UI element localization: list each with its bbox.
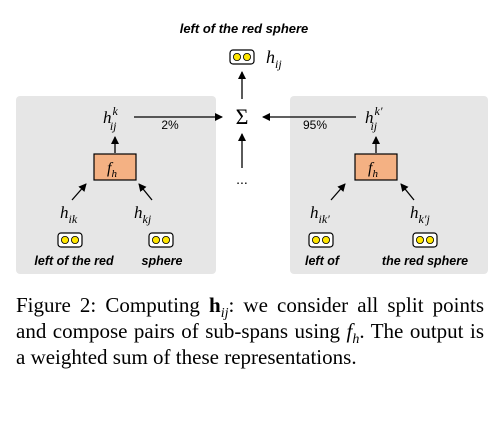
left-in-b-label: hkj bbox=[134, 203, 152, 226]
left-output-label: hk ij bbox=[103, 104, 119, 133]
caption-bold-h: h bbox=[209, 293, 221, 317]
caption-label: Figure 2: bbox=[16, 293, 97, 317]
top-vector-label: hij bbox=[266, 47, 282, 71]
top-phrase: left of the red sphere bbox=[180, 21, 309, 36]
left-in-a-label: hik bbox=[60, 203, 78, 226]
left-vector-b-icon bbox=[148, 232, 174, 248]
right-panel bbox=[290, 96, 488, 274]
left-arrow-b bbox=[138, 183, 153, 201]
right-arrow-a bbox=[330, 183, 346, 201]
right-output-label: hk′ ij bbox=[365, 104, 383, 133]
right-fn-label: fh bbox=[368, 160, 378, 180]
left-arrow-a bbox=[71, 183, 87, 201]
right-weight: 95% bbox=[303, 118, 327, 132]
left-vector-a-icon bbox=[57, 232, 83, 248]
left-phrase-a: left of the red bbox=[34, 254, 114, 268]
figure-diagram: left of the red sphere hij Σ ... hk ij 2%… bbox=[16, 21, 488, 274]
left-panel bbox=[16, 96, 216, 274]
left-fn-box bbox=[93, 153, 137, 181]
right-in-b-label: hk′j bbox=[410, 203, 430, 226]
sum-symbol: Σ bbox=[236, 104, 249, 129]
right-vector-b-icon bbox=[412, 232, 438, 248]
figure-caption: Figure 2: Computing hij: we consider all… bbox=[16, 293, 484, 369]
right-arrow-b bbox=[400, 183, 415, 201]
left-phrase-b: sphere bbox=[142, 254, 183, 268]
left-fn-label: fh bbox=[107, 160, 117, 180]
right-phrase-b: the red sphere bbox=[382, 254, 468, 268]
right-in-a-label: hik′ bbox=[310, 203, 330, 226]
top-vector-icon bbox=[229, 49, 255, 65]
right-phrase-a: left of bbox=[305, 254, 341, 268]
left-weight: 2% bbox=[161, 118, 179, 132]
right-vector-a-icon bbox=[308, 232, 334, 248]
right-fn-box bbox=[354, 153, 398, 181]
ellipsis: ... bbox=[236, 171, 248, 187]
